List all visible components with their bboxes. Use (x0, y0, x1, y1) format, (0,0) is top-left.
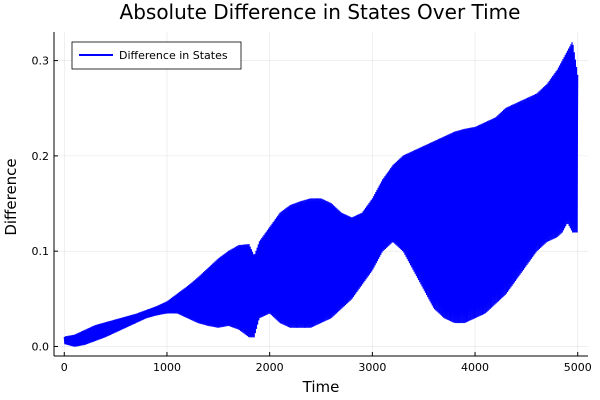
chart-title: Absolute Difference in States Over Time (120, 0, 521, 24)
tick-labels: 0 1000 2000 3000 4000 5000 0.0 0.1 0.2 0.3 (32, 55, 592, 374)
x-tick-label: 1000 (153, 361, 181, 374)
axes (53, 32, 588, 357)
y-tick-label: 0.3 (32, 55, 50, 68)
legend: Difference in States (71, 41, 242, 70)
y-axis-label: Difference (2, 158, 20, 235)
x-tick-label: 3000 (358, 361, 386, 374)
legend-label: Difference in States (119, 49, 228, 62)
y-tick-label: 0.0 (32, 340, 50, 353)
x-axis-label: Time (302, 378, 340, 396)
x-tick-label: 2000 (256, 361, 284, 374)
x-tick-label: 5000 (564, 361, 592, 374)
x-tick-label: 0 (61, 361, 68, 374)
plot-area (63, 42, 579, 347)
y-tick-label: 0.1 (32, 245, 50, 258)
series-line-0 (63, 42, 579, 347)
y-tick-label: 0.2 (32, 150, 50, 163)
x-tick-label: 4000 (461, 361, 489, 374)
